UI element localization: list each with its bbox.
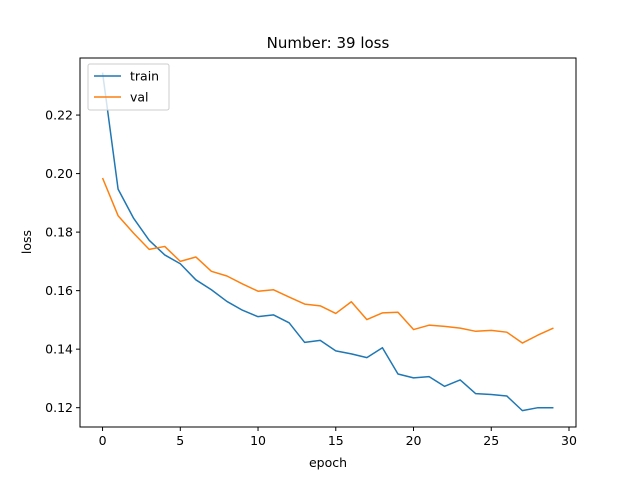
x-tick-label: 0 (99, 433, 107, 448)
x-tick-label: 15 (328, 433, 344, 448)
plot-area (79, 57, 577, 428)
y-tick-label: 0.12 (45, 400, 73, 415)
legend: train val (87, 63, 170, 111)
plot-frame (79, 57, 577, 428)
legend-label-train: train (130, 69, 159, 84)
x-axis-title: epoch (309, 455, 347, 470)
y-tick-label: 0.14 (45, 342, 73, 357)
series-layer (101, 72, 554, 412)
chart-title: Number: 39 loss (267, 34, 390, 52)
legend-label-val: val (130, 90, 149, 105)
x-tick-label: 10 (250, 433, 266, 448)
series-line-train (101, 72, 554, 412)
y-axis-ticks: 0.12 0.14 0.16 0.18 0.20 0.22 (45, 108, 80, 415)
series-line-val (101, 177, 554, 344)
x-tick-label: 30 (561, 433, 577, 448)
y-tick-label: 0.16 (45, 283, 73, 298)
x-tick-label: 25 (483, 433, 499, 448)
x-tick-label: 20 (406, 433, 422, 448)
y-axis-title: loss (19, 230, 34, 254)
y-tick-label: 0.22 (45, 108, 73, 123)
x-tick-label: 5 (176, 433, 184, 448)
y-tick-label: 0.20 (45, 166, 73, 181)
x-axis-ticks: 0 5 10 15 20 25 30 (99, 427, 577, 448)
y-tick-label: 0.18 (45, 225, 73, 240)
